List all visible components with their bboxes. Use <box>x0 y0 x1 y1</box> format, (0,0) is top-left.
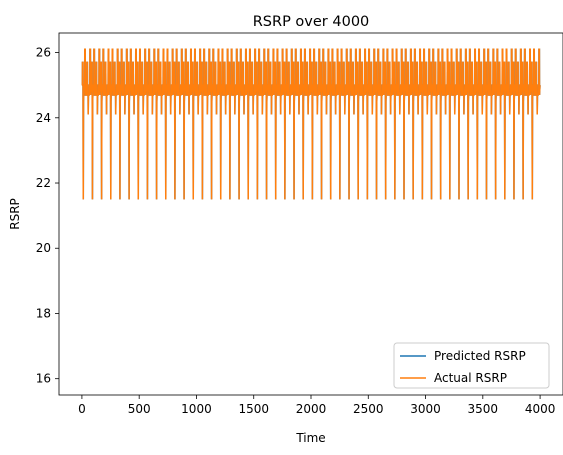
x-tick-label: 3500 <box>468 402 499 416</box>
chart-title: RSRP over 4000 <box>253 14 370 30</box>
x-tick-label: 1000 <box>181 402 212 416</box>
x-tick-label: 500 <box>128 402 151 416</box>
x-axis: 0 500 1000 1500 2000 2500 3000 3500 4000 <box>78 395 555 416</box>
y-tick-label: 20 <box>36 241 51 255</box>
y-tick-label: 18 <box>36 306 51 320</box>
legend: Predicted RSRP Actual RSRP <box>393 342 550 389</box>
y-tick-label: 26 <box>36 46 51 60</box>
series-layer <box>81 48 541 200</box>
series-line-actual-rsrp <box>81 48 541 200</box>
x-tick-label: 4000 <box>525 402 556 416</box>
x-tick-label: 2500 <box>353 402 384 416</box>
y-tick-label: 16 <box>36 372 51 386</box>
x-tick-label: 0 <box>78 402 86 416</box>
y-axis: 16 18 20 22 24 26 <box>36 46 59 386</box>
legend-label-actual-rsrp: Actual RSRP <box>434 371 507 385</box>
legend-box <box>393 342 550 389</box>
y-axis-label: RSRP <box>8 198 22 230</box>
x-tick-label: 1500 <box>238 402 269 416</box>
x-axis-label: Time <box>295 431 325 445</box>
x-tick-label: 3000 <box>410 402 441 416</box>
x-tick-label: 2000 <box>296 402 327 416</box>
legend-label-predicted-rsrp: Predicted RSRP <box>434 349 526 363</box>
y-tick-label: 22 <box>36 176 51 190</box>
y-tick-label: 24 <box>36 111 51 125</box>
